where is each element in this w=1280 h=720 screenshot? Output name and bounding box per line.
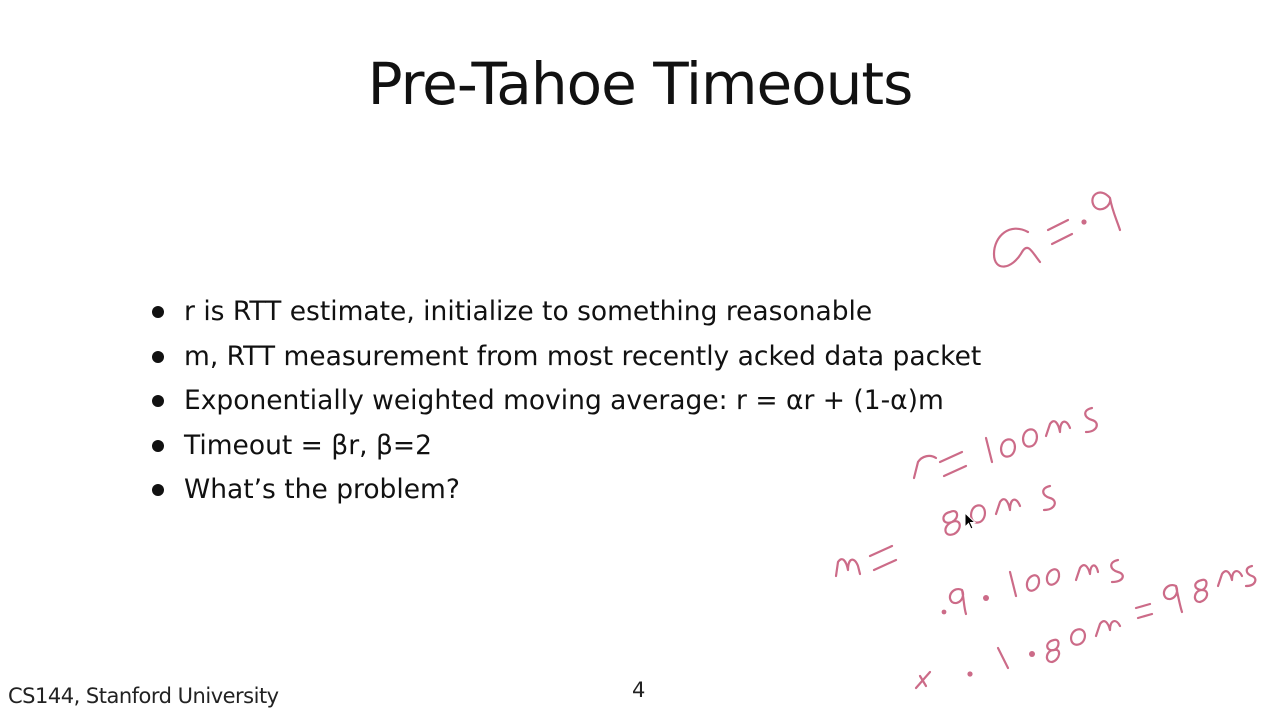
bullet-dot-icon xyxy=(152,306,164,318)
bullet-text: m, RTT measurement from most recently ac… xyxy=(184,340,982,372)
bullet-text: Exponentially weighted moving average: r… xyxy=(184,385,944,416)
slide-title: Pre-Tahoe Timeouts xyxy=(367,50,914,118)
bullet-text: Timeout = βr, β=2 xyxy=(184,429,432,461)
handwritten-m-value-note xyxy=(834,484,1056,578)
bullet-dot-icon xyxy=(152,439,164,452)
page-number: 4 xyxy=(632,678,646,702)
bullet-text: What’s the problem? xyxy=(184,474,460,505)
bullet-dot-icon xyxy=(152,350,164,363)
mouse-pointer-icon xyxy=(964,512,976,530)
bullet-dot-icon xyxy=(152,484,164,496)
handwritten-sum-note xyxy=(914,564,1257,690)
bullet-text: r is RTT estimate, initialize to somethi… xyxy=(184,296,873,327)
handwritten-alpha-equals-note xyxy=(992,191,1122,268)
footer-course-label: CS144, Stanford University xyxy=(8,684,279,708)
bullet-dot-icon xyxy=(152,395,164,407)
handwritten-product-note xyxy=(941,558,1124,616)
